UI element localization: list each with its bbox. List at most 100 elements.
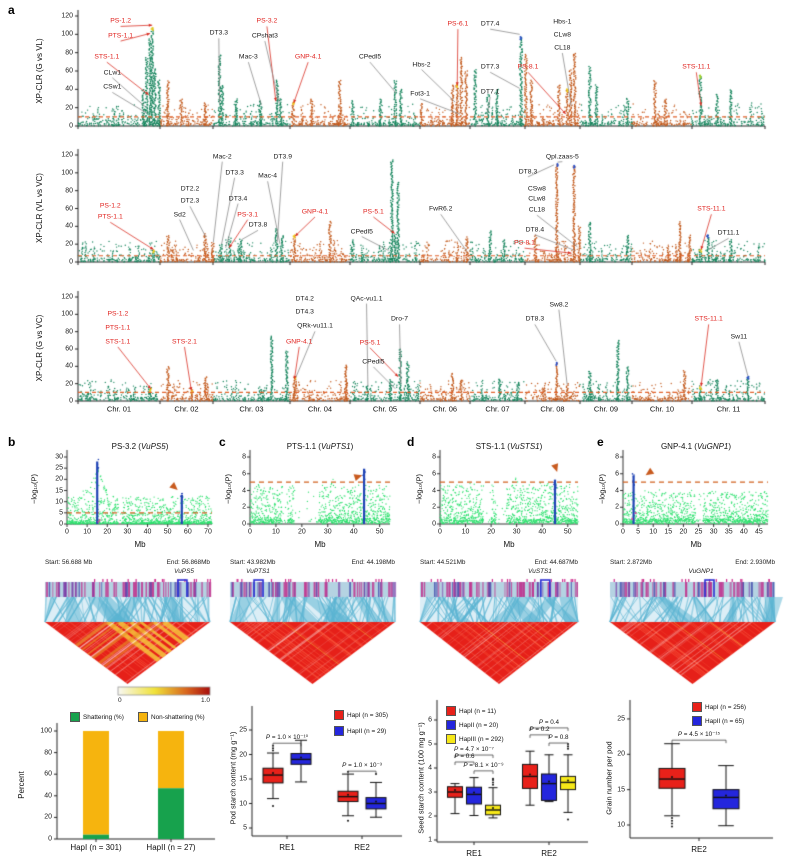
axis-tick-label: 25: [239, 726, 247, 734]
axis-tick-label: 5: [59, 509, 63, 517]
qtl-annotation: DT3.8: [248, 221, 268, 229]
axis-tick-label: 4: [432, 487, 436, 494]
chromosome-label: Chr. 03: [239, 404, 264, 414]
yaxis-label-d: −log₁₀(P): [414, 473, 424, 505]
yaxis-label-e: −log₁₀(P): [597, 473, 607, 505]
axis-tick-label: 25: [55, 464, 63, 472]
legend-label: Non-shattering (%): [151, 713, 205, 721]
qtl-annotation: CLw8: [528, 196, 546, 204]
axis-tick-label: 10: [617, 821, 625, 829]
qtl-annotation: CSw8: [527, 185, 546, 193]
axis-tick-label: 80: [65, 49, 73, 57]
ld-gene-d: VuSTS1: [528, 568, 552, 575]
axis-tick-label: 10: [461, 528, 470, 536]
qtl-annotation: Mac-3: [238, 53, 258, 61]
axis-tick-label: 8: [242, 453, 246, 461]
qtl-annotation: PS-1.2: [107, 310, 129, 318]
axis-tick-label: 40: [143, 528, 152, 536]
axis-tick-label: 4: [615, 487, 619, 494]
chromosome-label: Chr. 08: [540, 404, 565, 414]
chromosome-label: Chr. 06: [432, 404, 458, 414]
axis-tick-label: 40: [349, 528, 358, 536]
axis-tick-label: 120: [61, 12, 73, 20]
axis-tick-label: 30: [55, 453, 63, 461]
axis-tick-label: 5: [243, 824, 247, 832]
qtl-annotation: GNP-4.1: [294, 53, 322, 61]
axis-tick-label: 60: [183, 528, 192, 536]
axis-tick-label: 0: [242, 520, 246, 528]
qtl-annotation: CLw1: [103, 69, 122, 77]
qtl-annotation: PS-1.2: [99, 202, 121, 210]
p-value: P = 0.6: [454, 752, 475, 760]
group-label: RE1: [279, 843, 295, 852]
chromosome-label: Chr. 10: [649, 404, 675, 414]
qtl-annotation: Qpl.zaas-5: [545, 153, 579, 161]
legend-label: HapII (n = 20): [459, 721, 499, 729]
chromosome-label: Chr. 07: [485, 404, 510, 414]
p-value: P = 4.7 × 10⁻⁷: [454, 745, 494, 753]
p-value: P = 1.0 × 10⁻³: [342, 762, 382, 770]
ld-start-d: Start: 44.521Mb: [420, 559, 466, 566]
axis-tick-label: 2: [432, 503, 436, 511]
axis-tick-label: 15: [617, 786, 625, 794]
axis-tick-label: 2: [242, 503, 246, 511]
chromosome-label: Chr. 11: [716, 404, 741, 414]
qtl-annotation: CL18: [554, 44, 571, 52]
axis-tick-label: 8: [432, 453, 436, 461]
axis-tick-label: 20: [679, 528, 688, 536]
legend-seed-hapII: HapII (n = 20): [446, 720, 498, 730]
p-value: P = 0.8: [548, 733, 569, 741]
gene-name: VuPS5: [140, 442, 166, 451]
qtl-annotation: CPshat3: [251, 32, 278, 40]
ld-gene-b: VuPS5: [174, 568, 194, 575]
axis-tick-label: 10: [649, 528, 658, 536]
colorbar-min-label: 0: [118, 697, 122, 704]
axis-tick-label: 60: [44, 770, 52, 778]
legend-shattering: Shattering (%): [70, 712, 124, 722]
legend-label: HapI (n = 11): [459, 707, 497, 715]
xaxis-label-d: Mb: [503, 540, 515, 549]
axis-tick-label: 2: [428, 812, 432, 820]
axis-tick-label: 20: [44, 813, 52, 821]
axis-tick-label: 30: [123, 528, 132, 536]
yaxis-label-row3: XP-CLR (G vs VC): [35, 314, 44, 382]
xaxis-label-c: Mb: [314, 540, 326, 549]
panel-letter-b: b: [8, 435, 16, 449]
qtl-annotation: DT7.4: [480, 20, 500, 28]
axis-tick-label: 15: [664, 528, 673, 536]
axis-tick-label: 20: [103, 528, 112, 536]
hapII-swatch: [446, 720, 456, 730]
xaxis-label-e: Mb: [690, 540, 702, 549]
legend-non-shattering: Non-shattering (%): [138, 712, 205, 722]
xaxis-label-b: Mb: [134, 540, 146, 549]
group-label: RE2: [691, 845, 707, 854]
qtl-annotation: STS-11.1: [694, 315, 723, 323]
axis-tick-label: 40: [65, 222, 73, 230]
axis-tick-label: 100: [61, 169, 73, 177]
axis-tick-label: 6: [242, 470, 246, 478]
yaxis-label-pod-starch: Pod starch content (mg g⁻¹): [228, 731, 238, 825]
hapI-swatch: [446, 706, 456, 716]
axis-tick-label: 0: [621, 528, 625, 536]
axis-tick-label: 20: [487, 528, 496, 536]
hapI-swatch: [692, 702, 702, 712]
p-value: P = 4.5 × 10⁻¹⁵: [677, 731, 721, 739]
axis-tick-label: 50: [163, 528, 172, 536]
ld-start-e: Start: 2.872Mb: [610, 559, 652, 566]
legend-pod-hapII: HapII (n = 29): [334, 726, 386, 736]
legend-label: HapI (n = 305): [347, 711, 389, 719]
axis-tick-label: 30: [512, 528, 521, 536]
yaxis-label-b: −log₁₀(P): [29, 473, 39, 505]
axis-tick-label: 70: [204, 528, 212, 536]
hapII-swatch: [692, 716, 702, 726]
title-suffix: ): [539, 442, 543, 451]
qtl-annotation: Sw11: [730, 333, 748, 341]
qtl-annotation: DT11.1: [717, 229, 740, 237]
axis-tick-label: 1: [428, 836, 432, 844]
panel-letter-d: d: [407, 435, 415, 449]
axis-tick-label: 40: [538, 528, 547, 536]
panel-letter-a: a: [8, 3, 15, 17]
axis-tick-label: 0: [438, 528, 442, 536]
qtl-annotation: DT3.3: [225, 169, 244, 177]
axis-tick-label: 8: [615, 453, 619, 461]
